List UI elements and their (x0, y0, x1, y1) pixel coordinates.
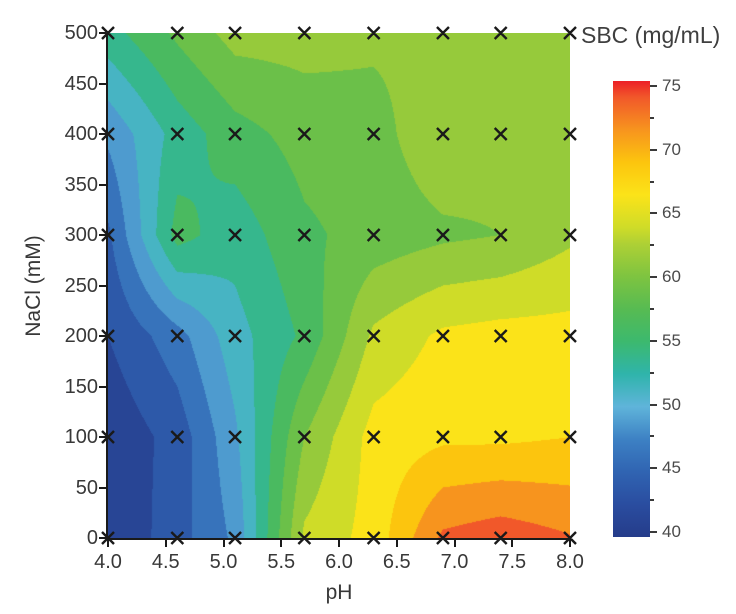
y-tick-mark (99, 82, 106, 85)
y-tick-mark (99, 335, 106, 337)
y-tick-mark (99, 183, 106, 186)
x-tick-mark (511, 540, 514, 547)
y-tick-label: 350 (64, 173, 98, 196)
x-tick-label: 6.5 (382, 551, 411, 573)
colorbar-tick-mark (650, 531, 657, 533)
y-tick-label: 300 (64, 224, 98, 246)
colorbar-tick-mark (650, 403, 657, 406)
y-tick-mark (99, 284, 106, 287)
colorbar-minor-tick-mark (650, 435, 654, 438)
x-tick-mark (338, 540, 340, 547)
x-tick-label: 6.0 (325, 551, 353, 573)
x-tick-mark (395, 540, 398, 547)
y-tick-mark (99, 133, 106, 135)
colorbar-tick-label: 45 (662, 458, 681, 478)
y-tick-mark (99, 385, 106, 388)
colorbar-tick-label: 55 (662, 330, 681, 350)
colorbar-tick-label: 40 (662, 522, 681, 541)
colorbar-tick-mark (650, 85, 657, 87)
colorbar-gradient (613, 81, 650, 537)
colorbar-tick-mark (650, 276, 657, 279)
x-tick-mark (569, 540, 571, 547)
contour-canvas (107, 33, 570, 538)
x-tick-label: 5.5 (267, 551, 296, 573)
x-tick-mark (164, 540, 167, 547)
colorbar-tick-mark (650, 212, 657, 215)
x-tick-label: 4.5 (151, 551, 180, 573)
x-tick-mark (280, 540, 283, 547)
y-tick-mark (99, 234, 106, 236)
x-tick-label: 5.0 (209, 551, 238, 573)
colorbar-tick-mark (650, 467, 657, 470)
y-tick-mark (99, 32, 106, 34)
y-tick-mark (99, 436, 106, 438)
y-tick-mark (99, 486, 106, 489)
y-tick-label: 100 (64, 426, 98, 448)
colorbar-minor-tick-mark (650, 116, 654, 119)
y-tick-label: 500 (64, 22, 98, 44)
x-axis-label: pH (325, 581, 353, 604)
colorbar-tick-mark (650, 339, 657, 342)
y-tick-label: 200 (64, 325, 98, 347)
colorbar-tick-label: 65 (662, 203, 681, 223)
colorbar-minor-tick-mark (650, 244, 654, 247)
y-tick-label: 150 (64, 375, 98, 398)
colorbar-tick-mark (650, 148, 657, 151)
y-tick-mark (99, 537, 106, 539)
x-tick-mark (222, 540, 225, 547)
colorbar-minor-tick-mark (650, 499, 654, 502)
y-tick-label: 50 (75, 476, 98, 499)
colorbar-tick-label: 70 (662, 139, 681, 159)
x-tick-mark (107, 540, 109, 547)
y-tick-label: 250 (64, 274, 98, 297)
colorbar-minor-tick-mark (650, 308, 654, 310)
colorbar-minor-tick-mark (650, 371, 654, 374)
x-tick-label: 8.0 (556, 551, 584, 573)
y-tick-label: 450 (64, 72, 98, 95)
colorbar-tick-label: 50 (662, 394, 681, 414)
colorbar-tick-label: 75 (662, 76, 681, 95)
x-tick-mark (453, 540, 456, 547)
colorbar-minor-tick-mark (650, 180, 654, 183)
plot-area (105, 33, 570, 540)
y-tick-label: 0 (86, 527, 98, 549)
x-tick-label: 7.5 (498, 551, 527, 573)
x-tick-label: 7.0 (440, 551, 469, 573)
colorbar-title: SBC (mg/mL) (581, 22, 721, 48)
y-tick-label: 400 (64, 123, 98, 145)
colorbar-tick-label: 60 (662, 267, 681, 287)
x-tick-label: 4.0 (94, 551, 122, 573)
